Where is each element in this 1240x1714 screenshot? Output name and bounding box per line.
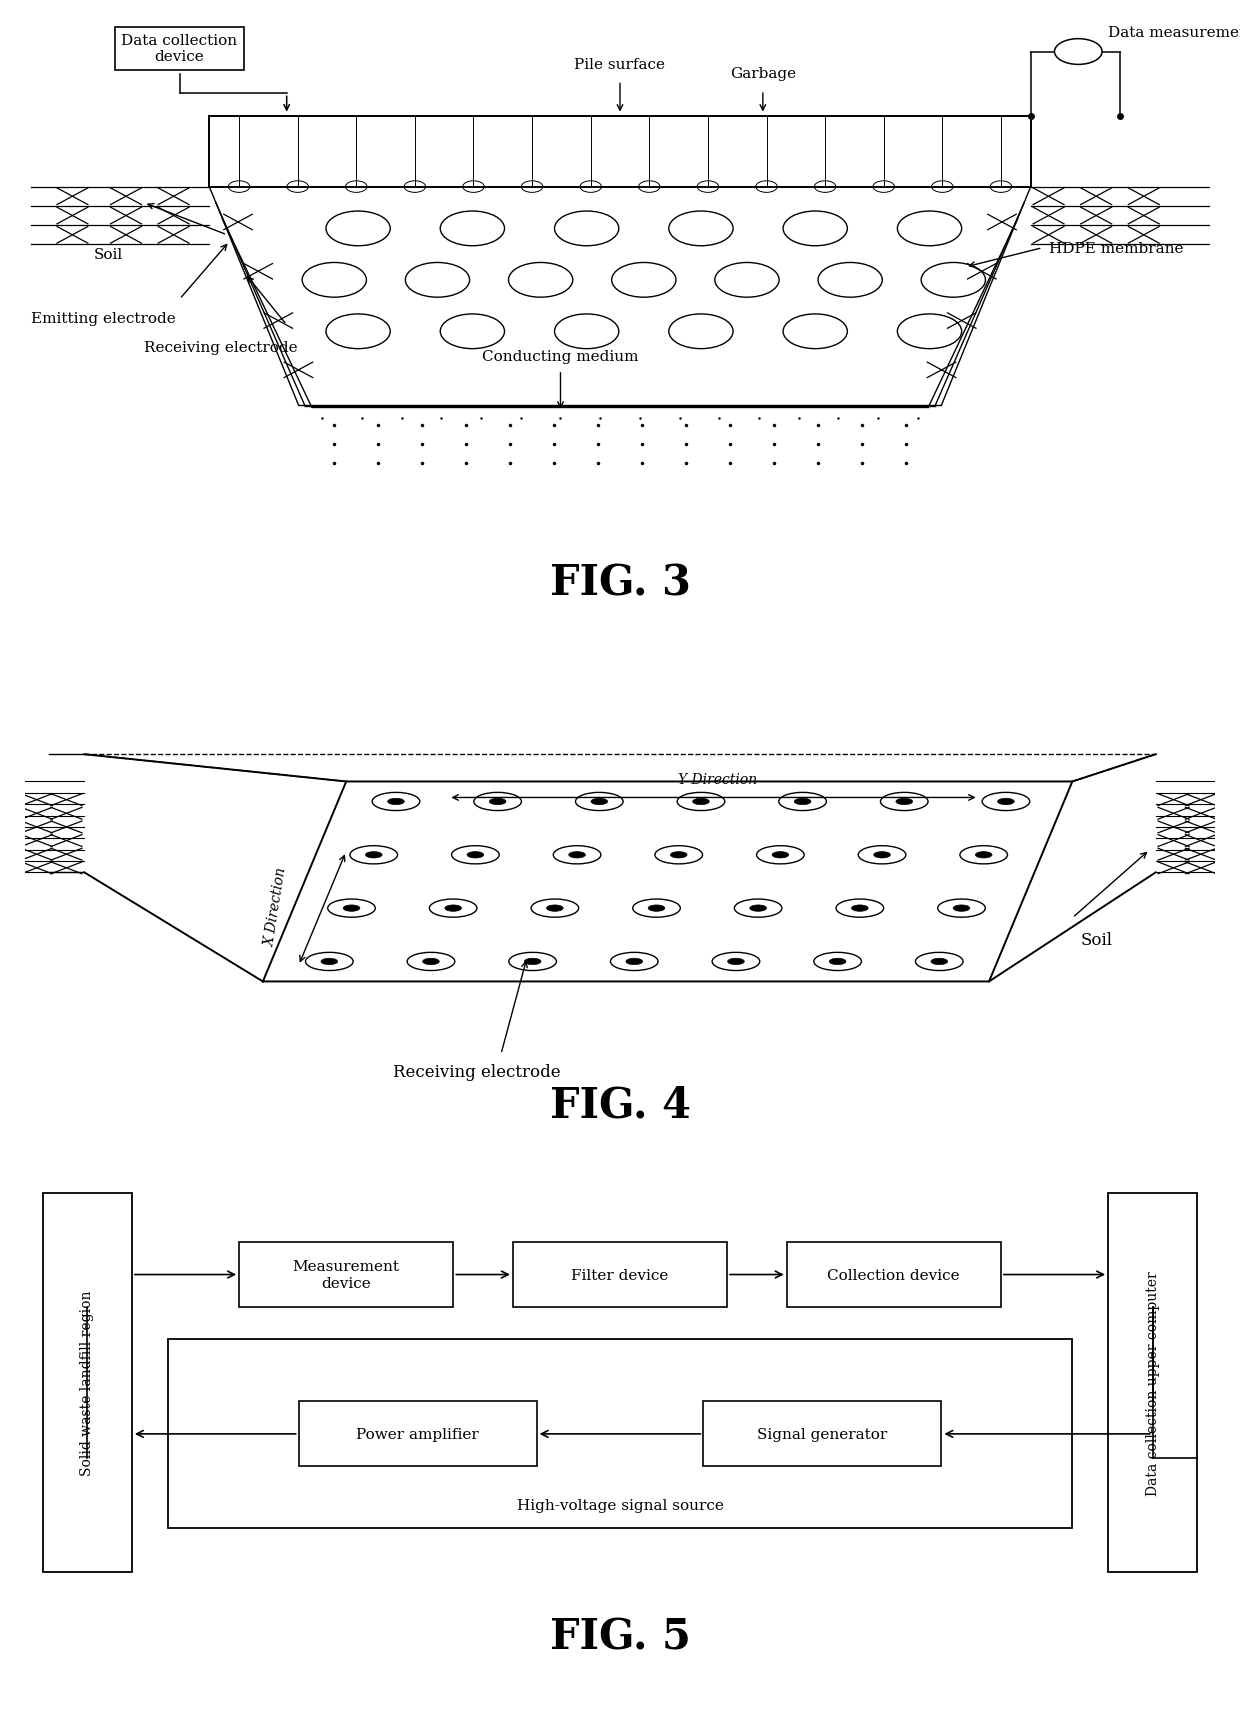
Circle shape (954, 905, 970, 912)
Text: Measurement
device: Measurement device (293, 1260, 399, 1291)
Circle shape (998, 799, 1014, 806)
Text: Pile surface: Pile surface (574, 58, 666, 72)
Circle shape (343, 905, 360, 912)
Circle shape (490, 799, 506, 806)
Text: Signal generator: Signal generator (758, 1428, 888, 1441)
Circle shape (547, 905, 563, 912)
Circle shape (897, 799, 913, 806)
Circle shape (626, 958, 642, 965)
Text: Soil: Soil (1080, 932, 1112, 950)
Text: Data collection
device: Data collection device (122, 34, 238, 65)
Bar (167, 1340, 1073, 1529)
Text: HDPE membrane: HDPE membrane (1049, 242, 1183, 255)
Bar (513, 1243, 727, 1308)
Circle shape (830, 958, 846, 965)
Circle shape (423, 958, 439, 965)
Text: Garbage: Garbage (730, 67, 796, 81)
Circle shape (874, 852, 890, 859)
Bar (239, 1243, 454, 1308)
Bar (786, 1243, 1001, 1308)
Circle shape (569, 852, 585, 859)
Circle shape (976, 852, 992, 859)
Circle shape (693, 799, 709, 806)
Text: Solid waste landfill region: Solid waste landfill region (81, 1291, 94, 1476)
Circle shape (649, 905, 665, 912)
Text: FIG. 5: FIG. 5 (549, 1616, 691, 1657)
Circle shape (591, 799, 608, 806)
Circle shape (852, 905, 868, 912)
Text: Data collection upper computer: Data collection upper computer (1146, 1270, 1159, 1495)
Bar (42, 1193, 131, 1572)
Circle shape (671, 852, 687, 859)
Bar (299, 1402, 537, 1467)
Text: Collection device: Collection device (827, 1268, 960, 1282)
Text: Receiving electrode: Receiving electrode (393, 1064, 560, 1080)
Text: Receiving electrode: Receiving electrode (144, 341, 298, 355)
Bar (703, 1402, 941, 1467)
Text: Filter device: Filter device (572, 1268, 668, 1282)
Circle shape (467, 852, 484, 859)
Text: Data measurement: Data measurement (1109, 26, 1240, 39)
Text: High-voltage signal source: High-voltage signal source (517, 1498, 723, 1512)
Bar (1109, 1193, 1198, 1572)
Text: X Direction: X Direction (263, 866, 289, 946)
Text: Soil: Soil (93, 249, 123, 262)
Circle shape (388, 799, 404, 806)
Circle shape (366, 852, 382, 859)
Circle shape (728, 958, 744, 965)
Text: Y Direction: Y Direction (677, 773, 756, 787)
Text: Power amplifier: Power amplifier (356, 1428, 479, 1441)
Circle shape (931, 958, 947, 965)
Text: FIG. 4: FIG. 4 (549, 1083, 691, 1126)
Circle shape (445, 905, 461, 912)
Text: Emitting electrode: Emitting electrode (31, 312, 176, 326)
Circle shape (795, 799, 811, 806)
Text: FIG. 3: FIG. 3 (549, 562, 691, 603)
Circle shape (750, 905, 766, 912)
Circle shape (321, 958, 337, 965)
Circle shape (773, 852, 789, 859)
Circle shape (525, 958, 541, 965)
Text: Conducting medium: Conducting medium (482, 350, 639, 365)
